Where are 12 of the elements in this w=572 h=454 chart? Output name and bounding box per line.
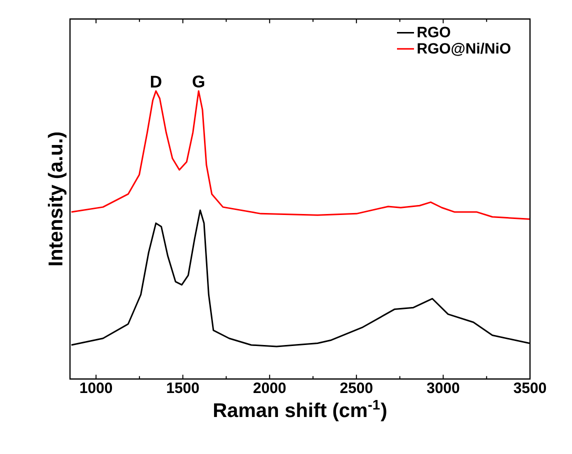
- x-axis-title: Raman shift (cm$^{-1}$): [214, 400, 386, 422]
- annotation: G: [192, 75, 204, 88]
- legend-label: RGO: [418, 26, 450, 38]
- annotation: D: [150, 76, 162, 88]
- x-tick-label: 2000: [254, 382, 286, 394]
- y-axis-title: Intensity (a.u.): [48, 132, 66, 266]
- x-tick-label: 1000: [80, 382, 112, 394]
- x-tick-label: 3000: [426, 382, 460, 394]
- x-tick-label: 2500: [340, 382, 372, 394]
- x-tick-label: 1500: [167, 382, 199, 394]
- legend-label: RGO@Ni/NiO: [418, 42, 510, 56]
- x-tick-label: 3500: [514, 382, 546, 394]
